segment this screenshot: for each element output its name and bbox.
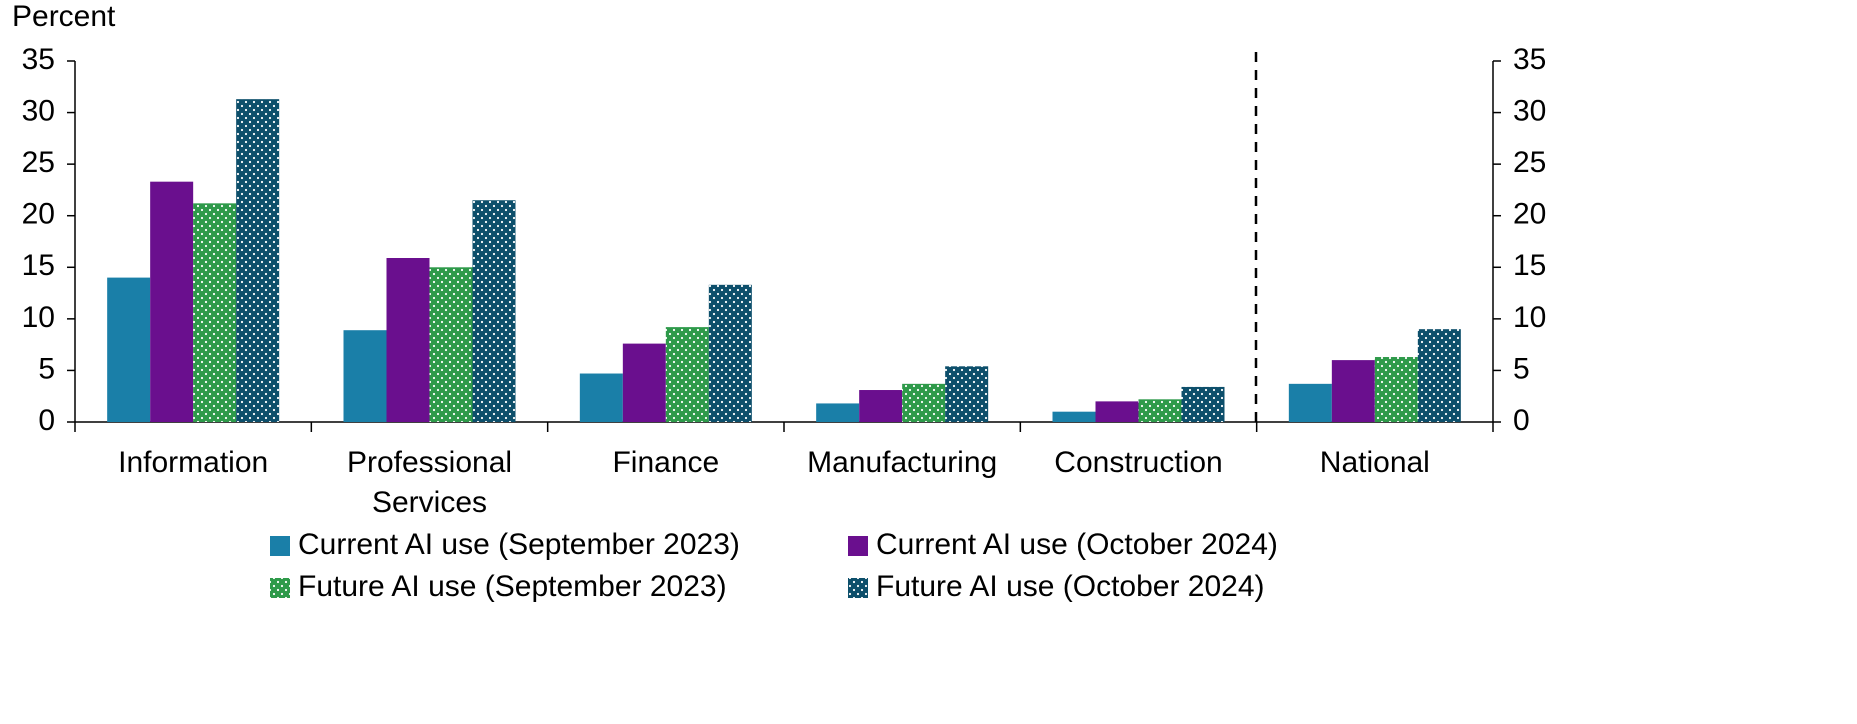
y2-tick-label: 10 — [1513, 301, 1546, 334]
bar — [1181, 386, 1225, 422]
bar — [708, 284, 752, 422]
bar — [193, 203, 237, 422]
legend-label: Future AI use (October 2024) — [876, 570, 1265, 603]
bar — [150, 181, 194, 422]
y-tick-label: 35 — [22, 43, 55, 76]
y-tick-label: 15 — [22, 249, 55, 282]
x-tick-label: Construction — [1054, 446, 1222, 479]
bar — [1331, 360, 1375, 422]
legend-swatch — [270, 536, 290, 556]
legend-swatch — [848, 536, 868, 556]
y2-tick-label: 0 — [1513, 404, 1530, 437]
legend-swatch — [848, 578, 868, 598]
x-tick-label: Finance — [612, 446, 719, 479]
bar — [859, 390, 903, 422]
legend-label: Future AI use (September 2023) — [298, 570, 727, 603]
bar — [945, 366, 989, 422]
legend-swatch — [270, 578, 290, 598]
bar — [902, 383, 946, 422]
y-tick-label: 0 — [38, 404, 55, 437]
y2-tick-label: 30 — [1513, 94, 1546, 127]
legend-label: Current AI use (October 2024) — [876, 528, 1278, 561]
x-tick-label: National — [1320, 446, 1430, 479]
bar — [1288, 383, 1332, 422]
x-tick-label: Information — [118, 446, 268, 479]
y2-tick-label: 25 — [1513, 146, 1546, 179]
bar — [579, 373, 623, 422]
y-tick-label: 30 — [22, 94, 55, 127]
bar — [429, 267, 473, 422]
bar — [1374, 357, 1418, 422]
y2-tick-label: 5 — [1513, 352, 1530, 385]
legend-label: Current AI use (September 2023) — [298, 528, 740, 561]
bar — [622, 343, 666, 422]
y-tick-label: 10 — [22, 301, 55, 334]
y-tick-label: 20 — [22, 198, 55, 231]
bar — [386, 258, 430, 422]
y2-tick-label: 20 — [1513, 198, 1546, 231]
bar — [236, 99, 280, 423]
bar — [665, 327, 709, 422]
y-axis-label: Percent — [12, 0, 116, 33]
bar — [816, 403, 860, 422]
y-tick-label: 25 — [22, 146, 55, 179]
bar — [1095, 401, 1139, 422]
bar — [1138, 399, 1182, 422]
bar — [343, 330, 387, 422]
bar — [1417, 329, 1461, 422]
y-tick-label: 5 — [38, 352, 55, 385]
x-tick-label: Manufacturing — [807, 446, 997, 479]
y2-tick-label: 15 — [1513, 249, 1546, 282]
bar — [107, 277, 151, 422]
bar — [1052, 411, 1096, 422]
x-tick-label: Professional Services — [347, 446, 512, 519]
y2-tick-label: 35 — [1513, 43, 1546, 76]
bar — [472, 200, 516, 422]
